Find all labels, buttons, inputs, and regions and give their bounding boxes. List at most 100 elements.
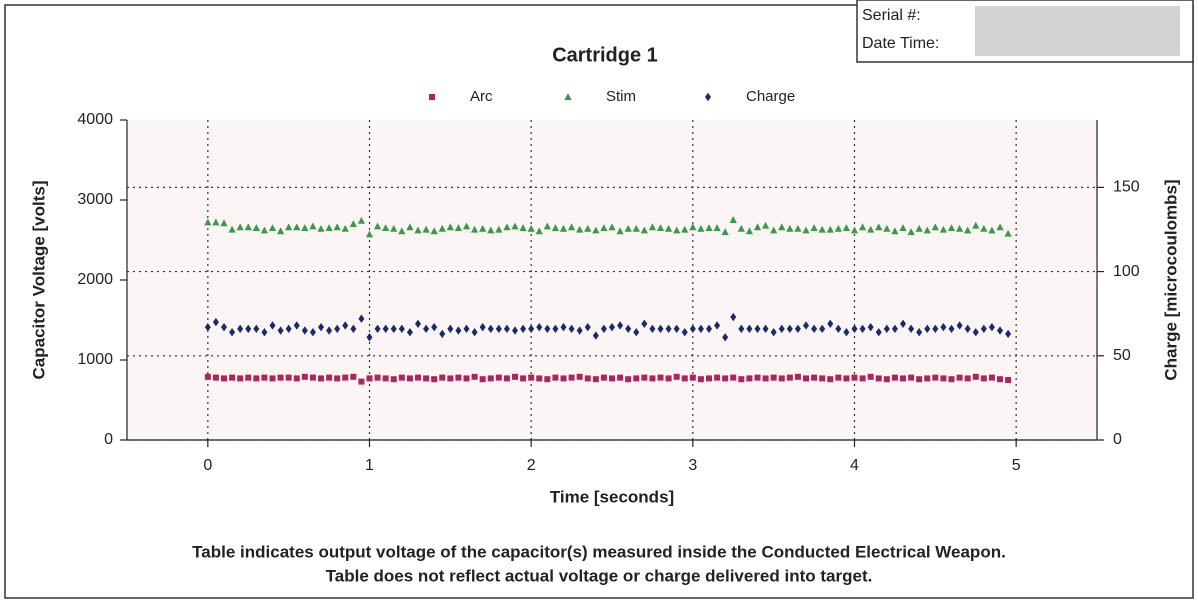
point [843, 328, 850, 337]
point [730, 312, 737, 322]
point [261, 328, 268, 337]
point [956, 321, 963, 330]
point [528, 324, 535, 334]
point [609, 322, 615, 332]
point [479, 376, 486, 383]
point [851, 324, 858, 334]
point [673, 226, 681, 234]
point [221, 375, 227, 382]
point [560, 322, 567, 332]
point [794, 373, 801, 380]
legend-label: Charge [746, 88, 795, 105]
point [656, 224, 665, 231]
point [559, 224, 568, 232]
point [301, 224, 309, 231]
point [229, 374, 236, 381]
point [770, 328, 777, 337]
legend-label: Arc [470, 88, 493, 105]
point [689, 324, 696, 334]
footnote: Table does not reflect actual voltage or… [326, 566, 873, 585]
point [543, 222, 551, 230]
point [341, 224, 349, 232]
x-tick-label: 2 [527, 457, 536, 474]
point [786, 324, 793, 334]
point [932, 374, 939, 381]
point [996, 223, 1004, 231]
point [519, 224, 527, 231]
point [212, 317, 219, 327]
point [689, 374, 696, 381]
point [600, 374, 607, 381]
point [818, 225, 826, 233]
point [689, 223, 697, 231]
point [261, 374, 268, 381]
point [640, 226, 648, 234]
point [212, 374, 219, 381]
point [988, 226, 996, 234]
point [875, 328, 882, 337]
point [406, 223, 414, 231]
x-tick-label: 4 [850, 457, 859, 474]
point [415, 319, 421, 328]
point [972, 221, 980, 229]
point [374, 374, 381, 381]
point [746, 375, 753, 382]
point [423, 324, 430, 334]
point [746, 324, 753, 334]
point [576, 326, 583, 335]
point [1005, 377, 1012, 383]
point [964, 324, 971, 334]
point [609, 375, 615, 382]
point [819, 324, 826, 334]
point [260, 226, 269, 234]
point [706, 324, 712, 334]
point [342, 321, 349, 330]
point [980, 375, 987, 382]
point [939, 225, 948, 233]
point [212, 218, 220, 226]
point [722, 375, 729, 382]
point [390, 224, 398, 232]
y2-tick-label: 0 [1113, 431, 1122, 448]
point [819, 375, 826, 382]
point [867, 373, 874, 380]
point [301, 373, 308, 380]
point [737, 224, 745, 232]
point [592, 376, 599, 383]
point [964, 375, 971, 382]
point [673, 373, 680, 380]
point [706, 375, 712, 382]
point [835, 324, 842, 334]
point [576, 225, 584, 233]
point [778, 223, 786, 231]
point [632, 224, 640, 232]
x-tick-label: 0 [203, 457, 212, 474]
point [293, 375, 300, 382]
point [398, 324, 405, 334]
point [753, 223, 762, 231]
point [761, 221, 770, 229]
point [972, 373, 979, 380]
point [900, 319, 906, 328]
point [512, 326, 518, 335]
point [479, 224, 487, 232]
point [850, 226, 859, 234]
point [908, 324, 915, 334]
point [406, 375, 413, 382]
y2-tick-label: 50 [1113, 347, 1131, 364]
x-axis-label: Time [seconds] [550, 487, 674, 506]
point [584, 375, 591, 382]
point [221, 322, 227, 332]
legend-label: Stim [606, 88, 636, 105]
point [794, 324, 801, 334]
point [358, 378, 365, 385]
point [1005, 329, 1012, 339]
point [446, 223, 454, 231]
point [374, 324, 381, 334]
point [730, 374, 737, 381]
point [915, 224, 923, 232]
point [754, 374, 761, 381]
point [204, 322, 211, 332]
point [673, 324, 680, 334]
point [325, 224, 333, 231]
